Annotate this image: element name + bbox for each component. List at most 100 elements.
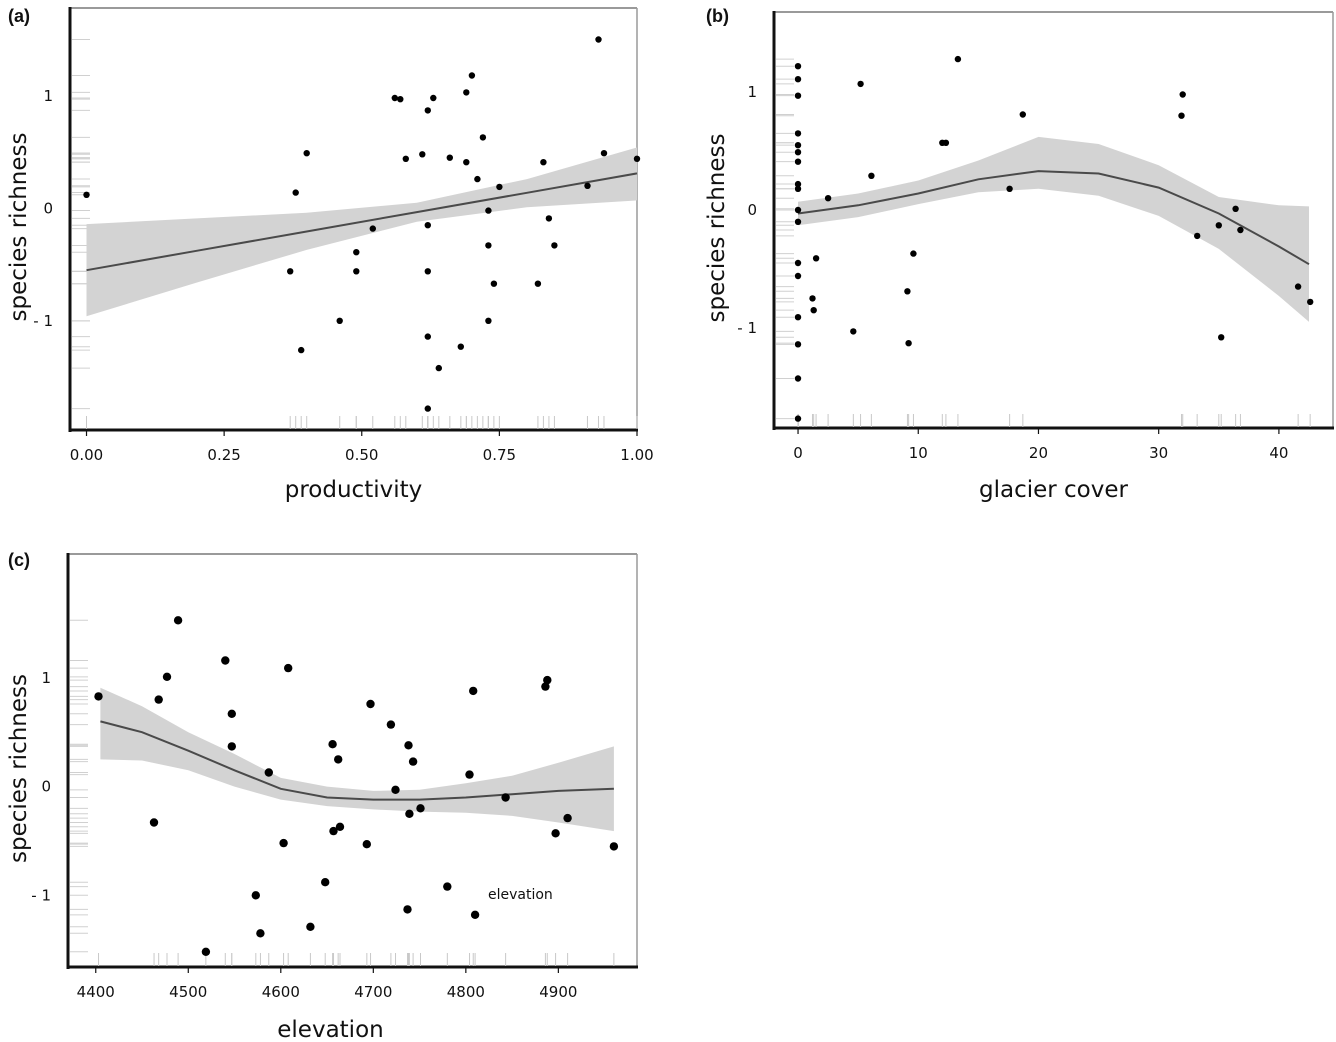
data-point	[794, 272, 802, 280]
confidence-band	[100, 687, 614, 832]
data-point	[1006, 185, 1013, 192]
data-point	[424, 268, 431, 275]
data-point	[551, 242, 558, 249]
data-point	[1307, 298, 1314, 306]
data-point	[470, 910, 480, 919]
data-point	[162, 672, 172, 681]
data-point	[353, 268, 360, 275]
data-point	[857, 80, 864, 88]
data-point	[353, 249, 360, 256]
data-point	[850, 328, 857, 335]
data-point	[457, 343, 464, 350]
data-point	[595, 36, 602, 43]
fit-line	[797, 170, 1310, 266]
data-point	[609, 842, 619, 851]
data-point	[424, 405, 431, 412]
data-point	[633, 155, 641, 162]
x-tick-label: 4500	[169, 983, 207, 1001]
data-point	[794, 218, 802, 225]
data-point	[403, 905, 412, 914]
y-tick-label: - 1	[31, 886, 51, 904]
data-point	[534, 280, 542, 287]
data-point	[469, 686, 478, 696]
data-point	[794, 149, 802, 156]
data-point	[904, 288, 911, 295]
y-tick-label: 1	[747, 83, 757, 101]
data-point	[366, 699, 375, 709]
data-point	[868, 172, 875, 179]
data-point	[584, 182, 591, 189]
data-point	[485, 317, 492, 324]
data-point	[794, 375, 802, 382]
data-point	[362, 840, 371, 849]
data-point	[910, 250, 917, 257]
data-point	[435, 364, 442, 372]
data-point	[794, 142, 802, 149]
x-tick-label: 0.25	[207, 446, 240, 464]
data-point	[369, 225, 376, 232]
data-point	[1178, 112, 1185, 119]
data-point	[292, 189, 299, 196]
data-point	[942, 139, 950, 146]
data-point	[335, 822, 345, 831]
data-point	[794, 62, 802, 70]
data-point	[405, 809, 414, 818]
x-tick-label: 0.50	[345, 446, 378, 464]
data-point	[1215, 222, 1223, 229]
y-tick-label: 0	[43, 199, 53, 217]
data-point	[794, 130, 802, 137]
data-point	[227, 709, 236, 718]
data-point	[446, 154, 453, 161]
data-point	[1019, 111, 1026, 118]
data-point	[264, 768, 273, 777]
data-point	[391, 785, 400, 794]
y-axis-title: species richness	[6, 133, 32, 322]
data-point	[463, 159, 470, 166]
data-point	[474, 175, 481, 183]
data-point	[287, 268, 294, 275]
data-point	[94, 692, 103, 701]
data-point	[479, 134, 487, 141]
data-point	[306, 922, 315, 931]
data-point	[794, 206, 802, 214]
data-point	[83, 191, 90, 198]
data-point	[279, 838, 288, 848]
data-point	[810, 307, 817, 314]
data-point	[221, 656, 230, 665]
fit-line	[86, 172, 638, 272]
data-point	[424, 107, 431, 114]
data-point	[424, 222, 431, 229]
data-point	[501, 793, 510, 802]
data-point	[303, 150, 310, 157]
data-point	[386, 720, 396, 729]
data-point	[794, 180, 802, 188]
data-point	[1218, 334, 1225, 341]
data-point	[794, 259, 802, 267]
data-point	[540, 159, 547, 166]
data-point	[794, 314, 802, 321]
y-tick-label: 0	[747, 201, 757, 219]
data-point	[284, 663, 293, 673]
data-point	[468, 72, 476, 79]
data-point	[954, 55, 962, 63]
data-point	[541, 682, 550, 691]
data-point	[227, 742, 236, 751]
x-tick-label: 0.00	[70, 446, 103, 464]
x-axis-title: glacier cover	[979, 477, 1129, 503]
y-tick-label: - 1	[33, 312, 53, 330]
x-tick-label: 4400	[77, 983, 115, 1001]
data-point	[794, 415, 802, 422]
data-point	[443, 882, 452, 891]
data-point	[600, 150, 608, 157]
data-point	[1179, 91, 1186, 98]
x-tick-label: 1.00	[620, 446, 653, 464]
data-point	[490, 280, 498, 287]
data-point	[256, 929, 265, 938]
data-point	[794, 185, 802, 192]
y-tick-label: - 1	[737, 319, 757, 337]
data-point	[397, 96, 404, 103]
data-point	[298, 346, 305, 354]
data-point	[402, 155, 409, 162]
panel-label: (a)	[8, 6, 30, 26]
